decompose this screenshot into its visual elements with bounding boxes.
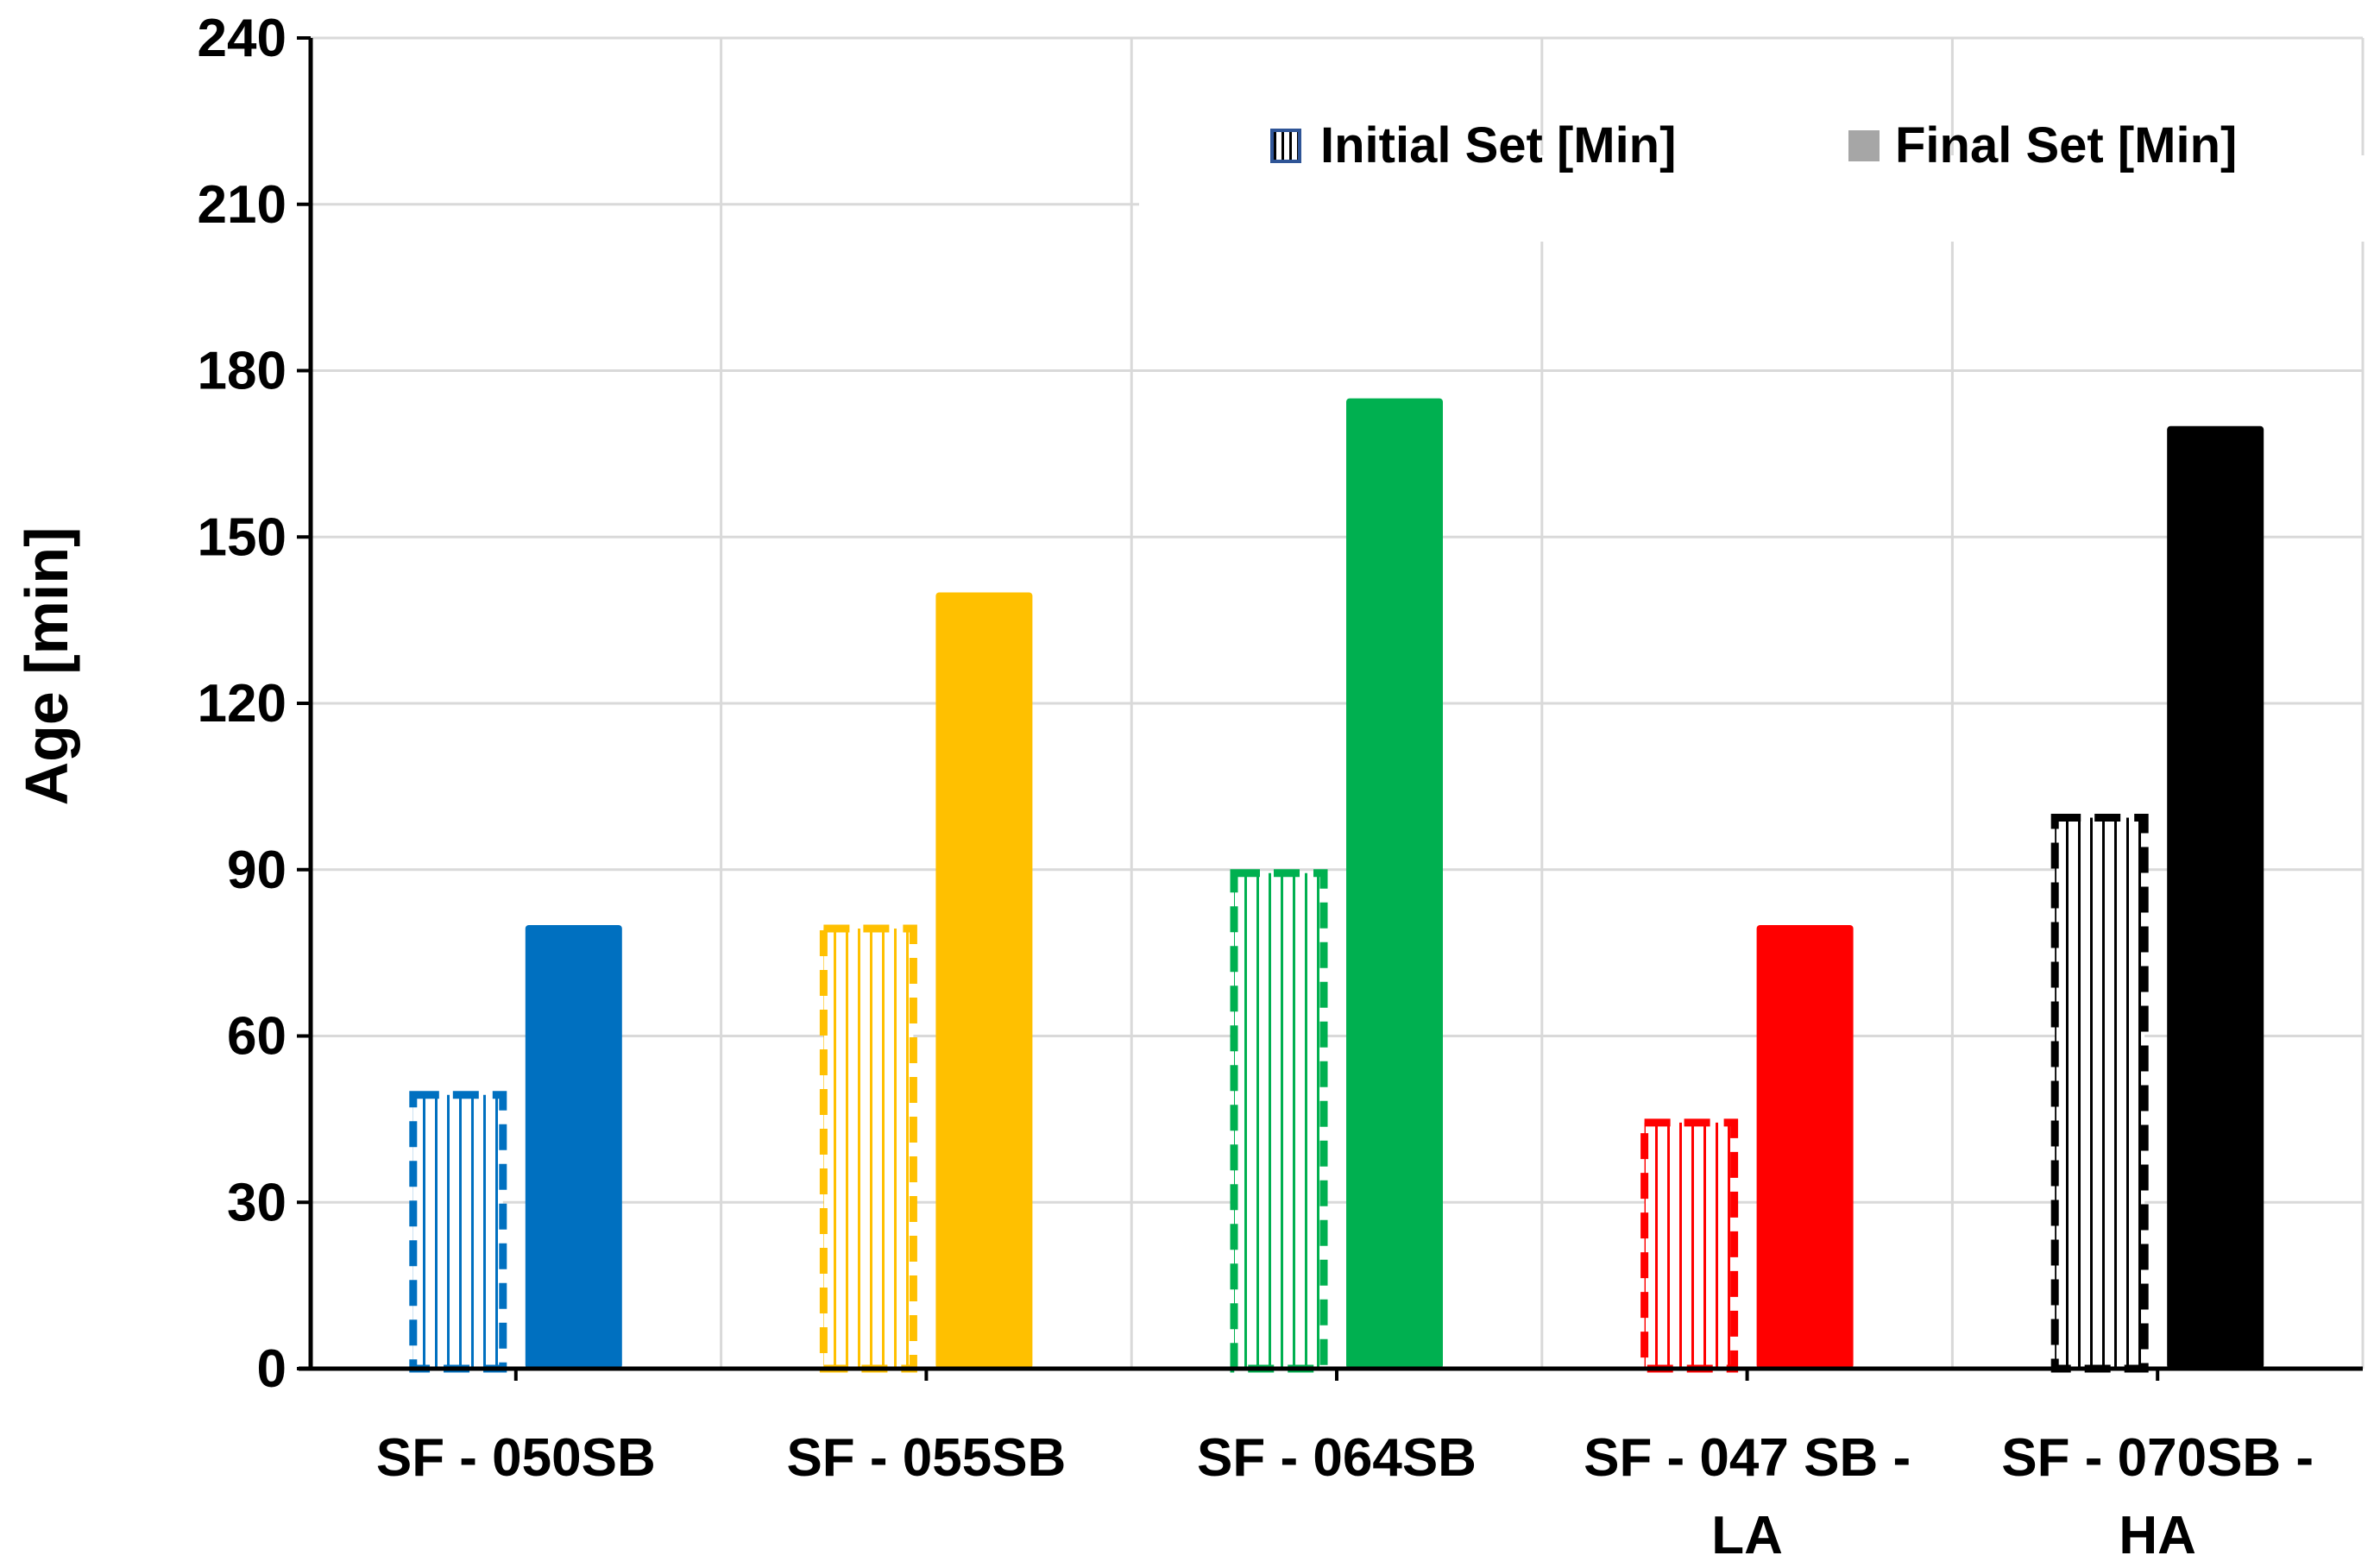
y-tick-label: 150 <box>198 507 287 567</box>
bar-final-set <box>1346 398 1443 1369</box>
y-tick-label: 30 <box>227 1173 287 1232</box>
bar-initial-set <box>819 924 917 1373</box>
x-tick-label: SF - 050SB <box>376 1428 656 1488</box>
y-tick-label: 210 <box>198 175 287 235</box>
bar-initial-set <box>1230 869 1328 1373</box>
y-axis-ticks: 0 30 60 90 120 150 180 210 240 <box>198 9 311 1399</box>
y-tick-label: 240 <box>198 9 287 68</box>
x-tick-label: SF - 064SB <box>1197 1428 1477 1488</box>
legend-label-initial: Initial Set [Min] <box>1320 117 1676 173</box>
bar-final-set <box>1756 925 1854 1369</box>
y-tick-label: 120 <box>198 674 287 734</box>
bar-final-set <box>525 925 622 1369</box>
bar-final-set <box>935 592 1033 1369</box>
y-axis-title: Age [min] <box>13 527 80 806</box>
bar-initial-set <box>2050 814 2149 1373</box>
x-tick-label: SF - 055SB <box>786 1428 1066 1488</box>
gridlines <box>311 36 2365 1369</box>
y-tick-label: 0 <box>257 1339 287 1399</box>
bar-initial-set <box>409 1091 507 1373</box>
legend-label-final: Final Set [Min] <box>1895 117 2237 173</box>
legend: Initial Set [Min] Final Set [Min] <box>1139 117 2374 242</box>
bar-initial-set <box>1640 1118 1739 1373</box>
x-tick-label: SF - 047 SB -LA <box>1584 1428 1911 1565</box>
bars <box>409 398 2264 1373</box>
y-tick-label: 180 <box>198 342 287 401</box>
x-axis-labels: SF - 050SB SF - 055SB SF - 064SB SF - 047 S… <box>376 1428 2314 1565</box>
y-tick-label: 60 <box>227 1007 287 1067</box>
bar-final-set <box>2167 425 2264 1369</box>
y-tick-label: 90 <box>227 841 287 900</box>
legend-swatch-initial <box>1270 129 1301 163</box>
legend-swatch-final <box>1848 130 1880 161</box>
x-tick-label: SF - 070SB -HA <box>2001 1428 2314 1565</box>
legend-background <box>1139 155 2374 242</box>
